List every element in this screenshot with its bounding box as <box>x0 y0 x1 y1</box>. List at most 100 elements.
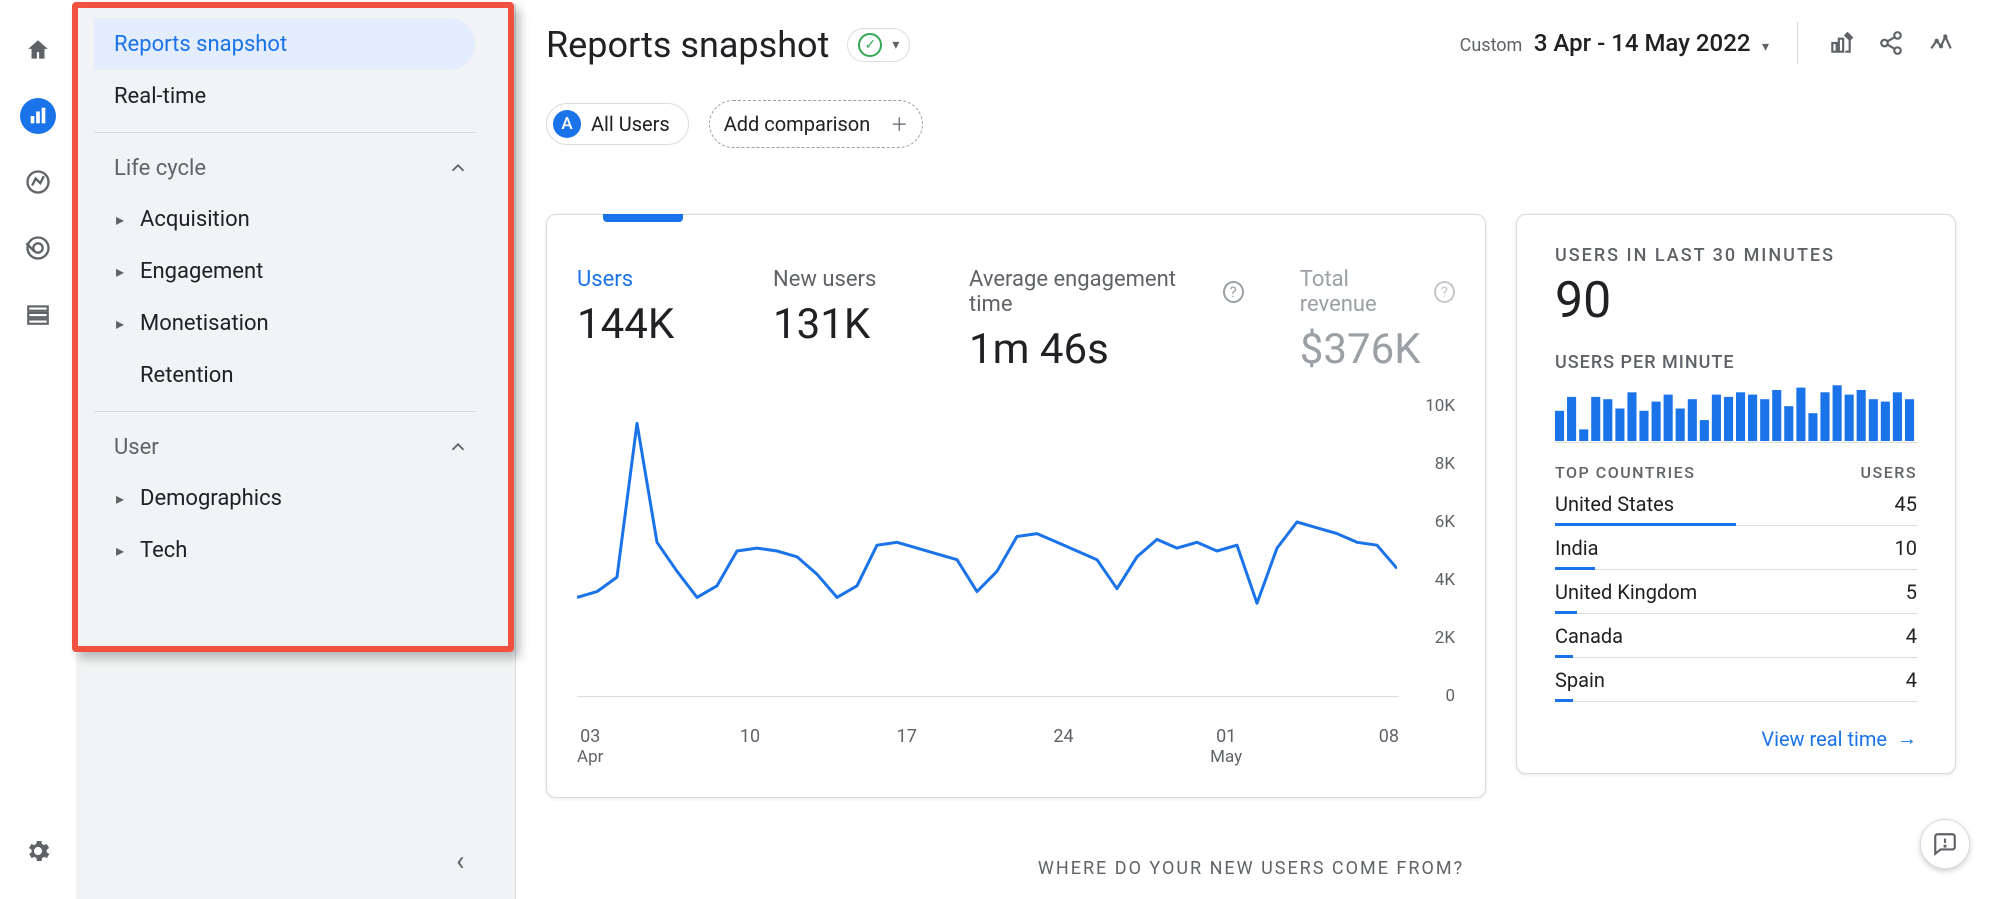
collapse-sidebar-icon[interactable]: ‹ <box>456 844 464 877</box>
share-icon[interactable] <box>1876 28 1906 58</box>
metric-value: $376K <box>1300 325 1455 374</box>
sidebar-item[interactable]: Retention <box>94 349 475 401</box>
view-realtime-link[interactable]: View real time → <box>1555 726 1917 751</box>
users-chart: 02K4K6K8K10K <box>577 406 1455 716</box>
realtime-value: 90 <box>1555 272 1917 330</box>
home-icon[interactable] <box>20 32 56 68</box>
country-row[interactable]: United Kingdom 5 <box>1555 570 1917 614</box>
metric-users[interactable]: Users 144K <box>577 267 717 374</box>
country-name: United Kingdom <box>1555 580 1697 604</box>
date-range-label: Custom <box>1460 35 1523 56</box>
edit-icon[interactable] <box>1826 28 1856 58</box>
segment-letter: A <box>553 110 581 138</box>
sidebar-item-reports-snapshot[interactable]: Reports snapshot <box>94 18 475 70</box>
group-label: Life cycle <box>114 156 206 181</box>
x-tick-label: 10 <box>740 726 760 767</box>
toolbar: Custom 3 Apr - 14 May 2022 ▾ <box>1460 22 1956 64</box>
sidebar-item[interactable]: ▸ Acquisition <box>94 193 475 245</box>
caret-right-icon: ▸ <box>108 538 132 562</box>
sidebar-item-label: Tech <box>140 538 187 563</box>
country-users: 10 <box>1895 536 1917 560</box>
metric-value: 131K <box>773 300 913 349</box>
metric-value: 144K <box>577 300 717 349</box>
nav-rail <box>0 0 76 899</box>
sidebar-group[interactable]: User <box>94 422 475 472</box>
country-users: 4 <box>1906 668 1917 692</box>
help-icon[interactable]: ? <box>1223 281 1244 303</box>
group-label: User <box>114 435 159 460</box>
metric-label: New users <box>773 267 876 292</box>
sidebar-item-label: Monetisation <box>140 311 269 336</box>
realtime-subtitle: USERS PER MINUTE <box>1555 352 1917 373</box>
tab-indicator <box>577 215 1455 233</box>
metric-label: Total revenue <box>1300 267 1426 317</box>
sidebar-item[interactable]: ▸Demographics <box>94 472 475 524</box>
caret-right-icon: ▸ <box>108 259 132 283</box>
country-users: 4 <box>1906 624 1917 648</box>
y-tick-label: 4K <box>1435 570 1455 590</box>
sidebar-group[interactable]: Life cycle <box>94 143 475 193</box>
settings-icon[interactable] <box>20 833 56 869</box>
x-tick-label: 03Apr <box>577 726 603 767</box>
sidebar-item-realtime[interactable]: Real-time <box>94 70 475 122</box>
status-pill[interactable]: ✓ ▾ <box>847 28 910 62</box>
country-row[interactable]: United States 45 <box>1555 482 1917 526</box>
caret-right-icon: ▸ <box>108 311 132 335</box>
caret-right-icon: ▸ <box>108 207 132 231</box>
country-row[interactable]: Spain 4 <box>1555 658 1917 702</box>
y-tick-label: 10K <box>1425 396 1455 416</box>
y-tick-label: 6K <box>1435 512 1455 532</box>
configure-icon[interactable] <box>20 296 56 332</box>
sidebar-item[interactable]: ▸ Monetisation <box>94 297 475 349</box>
date-range-value: 3 Apr - 14 May 2022 <box>1534 29 1751 57</box>
reports-icon[interactable] <box>20 98 56 134</box>
x-tick-label: 08 <box>1379 726 1399 767</box>
sidebar-item[interactable]: ▸ Engagement <box>94 245 475 297</box>
segment-chip[interactable]: A All Users <box>546 103 689 145</box>
divider <box>1797 22 1798 64</box>
country-name: United States <box>1555 492 1674 516</box>
reports-sidebar: Reports snapshot Real-time Life cycle ▸ A… <box>76 4 516 899</box>
help-icon[interactable]: ? <box>1434 281 1455 303</box>
country-name: India <box>1555 536 1599 560</box>
country-bar <box>1555 699 1573 702</box>
metric-value: 1m 46s <box>969 325 1244 374</box>
chart-x-axis: 03Apr 10 17 24 01May 08 <box>577 726 1455 767</box>
page-title: Reports snapshot <box>546 24 829 66</box>
country-name: Spain <box>1555 668 1605 692</box>
y-tick-label: 0 <box>1445 686 1455 706</box>
plus-icon: ＋ <box>890 111 908 137</box>
x-tick-label: 24 <box>1053 726 1073 767</box>
date-range-picker[interactable]: Custom 3 Apr - 14 May 2022 ▾ <box>1460 29 1769 57</box>
insights-icon[interactable] <box>1926 28 1956 58</box>
link-label: View real time <box>1761 727 1887 751</box>
feedback-button[interactable] <box>1920 819 1970 869</box>
add-comparison-button[interactable]: Add comparison ＋ <box>709 100 924 148</box>
sidebar-item-label: Real-time <box>114 84 206 109</box>
country-row[interactable]: Canada 4 <box>1555 614 1917 658</box>
explore-icon[interactable] <box>20 164 56 200</box>
add-comparison-label: Add comparison <box>724 112 871 136</box>
country-users: 5 <box>1906 580 1917 604</box>
x-tick-label: 01May <box>1210 726 1242 767</box>
sidebar-item-label: Reports snapshot <box>114 32 287 57</box>
metric-revenue[interactable]: Total revenue? $376K <box>1300 267 1455 374</box>
users-per-minute-chart <box>1555 383 1917 443</box>
metric-row: Users 144K New users 131K Average engageme… <box>577 233 1455 396</box>
sidebar-item[interactable]: ▸ Tech <box>94 524 475 576</box>
country-row[interactable]: India 10 <box>1555 526 1917 570</box>
x-tick-label: 17 <box>897 726 917 767</box>
metric-aet[interactable]: Average engagement time? 1m 46s <box>969 267 1244 374</box>
sidebar-item-label: Engagement <box>140 259 263 284</box>
advertising-icon[interactable] <box>20 230 56 266</box>
chevron-down-icon: ▾ <box>892 37 899 53</box>
chevron-up-icon <box>447 157 469 179</box>
sidebar-item-label: Acquisition <box>140 207 250 232</box>
caret-right-icon: ▸ <box>108 486 132 510</box>
metric-new_users[interactable]: New users 131K <box>773 267 913 374</box>
overview-card: Users 144K New users 131K Average engageme… <box>546 214 1486 798</box>
country-users: 45 <box>1895 492 1917 516</box>
metric-label: Average engagement time <box>969 267 1215 317</box>
chevron-down-icon: ▾ <box>1762 39 1769 55</box>
main-content: Reports snapshot ✓ ▾ Custom 3 Apr - 14 M… <box>516 0 2000 899</box>
